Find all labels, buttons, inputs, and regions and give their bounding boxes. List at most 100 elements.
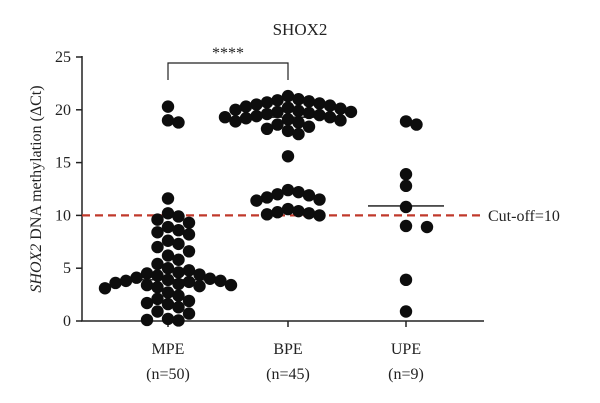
data-point [140,313,154,327]
x-ticks: MPE (n=50) BPE (n=45) UPE (n=9) [146,321,424,383]
data-point [151,292,164,306]
data-point [161,100,175,113]
data-point [151,213,164,226]
chart-title: SHOX2 [273,20,328,39]
data-point [182,307,196,320]
data-point [399,179,413,193]
y-tick-label-5: 5 [63,260,71,277]
data-point [161,297,175,311]
data-point [172,301,185,314]
y-tick-label-0: 0 [63,313,71,330]
data-point [281,183,295,197]
data-point [229,103,242,117]
data-point [172,289,185,302]
data-point [161,207,175,220]
data-point [271,188,284,201]
data-point [302,106,316,120]
data-point [313,209,326,222]
svg-text:SHOX2 DNA methylation (ΔCt): SHOX2 DNA methylation (ΔCt) [28,85,45,292]
data-point [172,223,185,237]
data-point [292,127,305,141]
data-point [410,118,423,131]
data-point [292,104,305,118]
data-point [151,257,164,271]
data-point [161,262,175,275]
data-point [271,206,284,219]
data-point [302,95,316,108]
cutoff-label: Cut-off=10 [488,208,560,225]
data-point [399,115,413,128]
x-tick-count-upe: (n=9) [388,366,424,383]
data-point [271,105,284,119]
data-point [140,267,154,280]
data-point [313,108,326,122]
data-point [302,120,316,133]
data-point [218,110,232,124]
data-point [281,113,295,126]
data-point [344,105,358,119]
x-tick-label-upe: UPE [391,341,421,358]
data-point [313,193,326,206]
data-point [172,237,185,251]
data-point [292,116,305,129]
data-point [161,249,175,262]
data-point [182,264,196,277]
y-tick-label-20: 20 [55,102,71,119]
data-point [172,210,185,223]
data-point [323,99,337,112]
data-point [323,110,337,124]
data-point [271,94,284,107]
data-point [399,200,413,214]
data-point [250,109,263,123]
data-point [281,101,295,114]
data-point [260,96,274,109]
x-tick-label-mpe: MPE [152,341,185,358]
data-point [229,115,242,128]
data-point [161,192,175,205]
data-point [182,216,196,229]
data-point [161,286,175,299]
y-tick-label-15: 15 [55,155,71,172]
data-point [193,268,206,281]
data-point [161,234,175,247]
data-point [109,276,122,290]
data-point [151,240,164,254]
data-point [399,305,413,318]
significance-bracket-line [167,62,289,80]
y-tick-label-25: 25 [55,49,71,66]
data-point [151,305,164,318]
data-point [140,278,154,292]
data-point [172,277,185,291]
data-point [119,274,133,288]
data-point [302,189,316,202]
data-point [260,107,274,121]
data-point [140,296,154,310]
data-point [281,150,295,163]
data-point [281,202,295,216]
y-axis-label: SHOX2 DNA methylation (ΔCt) [28,85,45,292]
data-point [260,191,274,204]
data-point [292,185,305,199]
data-point [161,220,175,234]
data-point [399,273,413,287]
data-point [203,272,217,285]
data-points [98,89,434,327]
data-point [182,228,196,241]
data-point [281,89,295,103]
data-point [130,271,143,284]
y-tick-label-10: 10 [55,207,71,224]
data-point [151,226,164,239]
data-point [313,97,326,110]
y-axis-label-text: DNA methylation (ΔCt) [28,85,45,243]
data-point [193,279,206,293]
x-tick-count-bpe: (n=45) [266,366,310,383]
data-point [98,282,112,295]
data-point [334,114,347,127]
data-point [172,266,185,279]
data-point [151,281,164,294]
data-point [214,274,227,288]
data-point [224,278,238,292]
data-point [239,100,253,113]
data-point [182,245,196,258]
data-point [161,114,175,127]
